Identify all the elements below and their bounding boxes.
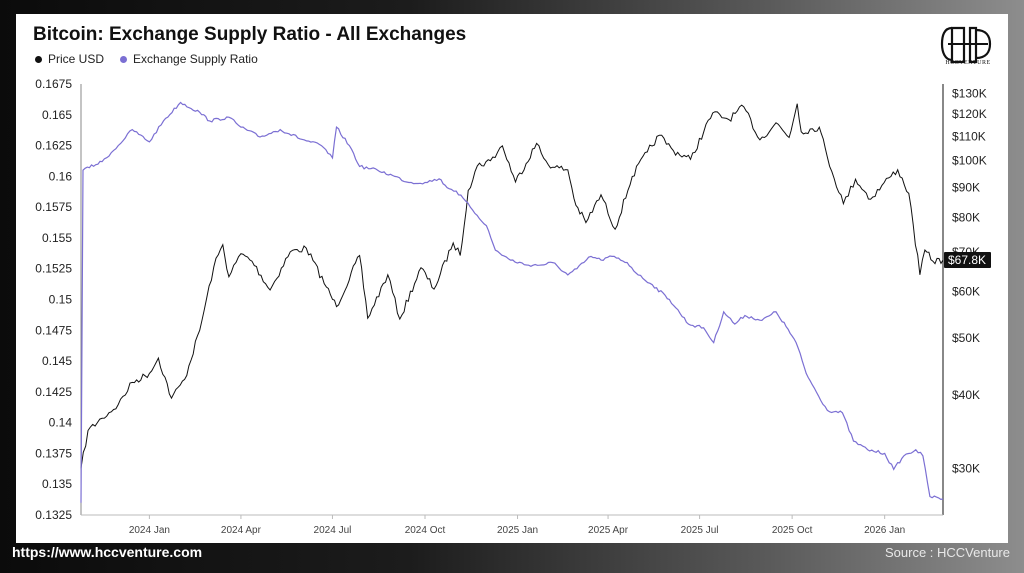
y-left-tick-label: 0.1675 bbox=[35, 77, 72, 91]
y-left-tick-label: 0.135 bbox=[42, 477, 72, 491]
x-tick-label: 2025 Jan bbox=[497, 525, 538, 536]
y-right-tick-label: $60K bbox=[952, 284, 980, 298]
logo-text: HCCVENTURE bbox=[945, 60, 991, 66]
y-right-tick-label: $110K bbox=[952, 129, 986, 143]
y-left-tick-label: 0.1375 bbox=[35, 446, 72, 460]
x-tick-label: 2025 Jul bbox=[681, 525, 719, 536]
x-tick-label: 2026 Jan bbox=[864, 525, 905, 536]
x-tick-label: 2025 Oct bbox=[772, 525, 813, 536]
y-left-tick-label: 0.1625 bbox=[35, 139, 72, 153]
y-left-tick-label: 0.1425 bbox=[35, 385, 72, 399]
y-left-tick-label: 0.165 bbox=[42, 108, 72, 122]
price-usd-line bbox=[80, 103, 944, 469]
y-right-tick-label: $40K bbox=[952, 388, 980, 402]
x-tick-label: 2024 Jan bbox=[129, 525, 170, 536]
legend-item-price: Price USD bbox=[35, 52, 104, 66]
legend-price-label: Price USD bbox=[48, 52, 105, 66]
x-tick-label: 2024 Apr bbox=[221, 525, 262, 536]
y-right-tick-label: $100K bbox=[952, 154, 987, 168]
y-left-tick-label: 0.155 bbox=[42, 231, 72, 245]
y-left-tick-label: 0.14 bbox=[49, 416, 73, 430]
legend-ratio-swatch bbox=[120, 55, 128, 63]
y-right-tick-label: $90K bbox=[952, 181, 980, 195]
last-price-badge bbox=[944, 252, 991, 269]
y-left-tick-label: 0.1525 bbox=[35, 262, 72, 276]
y-left-tick-label: 0.1325 bbox=[35, 508, 72, 522]
legend-price-swatch bbox=[35, 55, 42, 63]
hcc-monogram-icon bbox=[940, 26, 992, 64]
y-right-tick-label: $30K bbox=[952, 461, 980, 475]
exchange-supply-ratio-line bbox=[80, 101, 944, 503]
footer-url-link[interactable]: https://www.hccventure.com bbox=[12, 544, 203, 560]
y-left-tick-label: 0.15 bbox=[49, 293, 73, 307]
chart-card: Bitcoin: Exchange Supply Ratio - All Exc… bbox=[16, 14, 1008, 543]
x-tick-label: 2024 Oct bbox=[405, 525, 446, 536]
x-tick-label: 2024 Jul bbox=[314, 525, 352, 536]
y-left-tick-label: 0.16 bbox=[49, 169, 73, 183]
y-right-tick-label: $120K bbox=[952, 107, 987, 121]
y-right-tick-label: $50K bbox=[952, 331, 980, 345]
last-price-label: $67.8K bbox=[948, 253, 986, 267]
chart-title: Bitcoin: Exchange Supply Ratio - All Exc… bbox=[33, 24, 467, 45]
y-left-tick-label: 0.1475 bbox=[35, 323, 72, 337]
x-tick-label: 2025 Apr bbox=[588, 525, 629, 536]
y-left-tick-label: 0.1575 bbox=[35, 200, 72, 214]
footer-source: Source : HCCVenture bbox=[884, 545, 1010, 560]
y-right-tick-label: $130K bbox=[952, 87, 987, 101]
y-left-tick-label: 0.145 bbox=[42, 354, 72, 368]
legend-item-ratio: Exchange Supply Ratio bbox=[120, 52, 258, 66]
y-right-tick-label: $80K bbox=[952, 211, 980, 225]
chart-legend: Price USD Exchange Supply Ratio bbox=[35, 52, 258, 66]
legend-ratio-label: Exchange Supply Ratio bbox=[133, 52, 258, 66]
